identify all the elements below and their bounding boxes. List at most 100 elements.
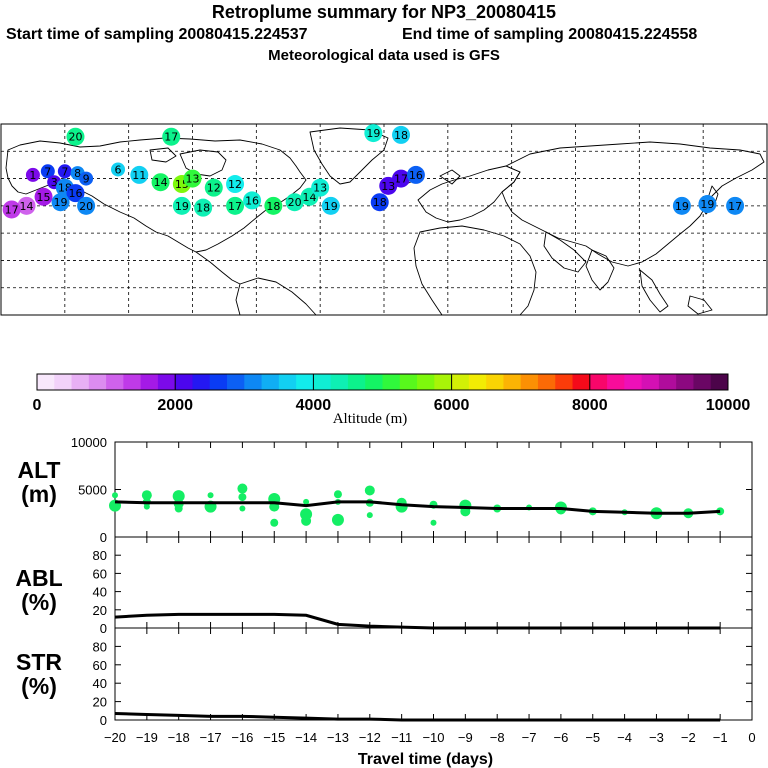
plume-marker-label: 17 [164,131,178,144]
colorbar-swatch [244,374,263,390]
x-tick-label: −14 [295,730,317,745]
plume-marker [392,125,411,144]
y-tick-label: 80 [93,639,107,654]
x-tick-label: −6 [553,730,568,745]
colorbar-swatch [261,374,280,390]
colorbar-swatch [123,374,142,390]
colorbar-swatch [693,374,712,390]
y-tick-label: 20 [93,695,107,710]
alt-mean-line [114,500,721,515]
plume-marker-label: 17 [728,200,742,213]
colorbar-swatch [365,374,383,390]
colorbar-swatch [140,374,159,390]
plume-marker-label: 20 [68,131,82,144]
panel-abl: 0 20 40 60 80 [93,536,753,636]
plume-marker-label: 18 [394,129,408,142]
colorbar-swatches [37,374,729,390]
plume-marker [243,191,262,210]
colorbar-swatch [399,374,418,390]
plume-marker [226,175,245,194]
plume-marker [79,171,94,186]
colorbar-swatch [157,374,176,390]
y-tick-label: 0 [100,713,107,728]
alt-point [143,503,150,510]
str-label-line2: (%) [21,673,57,699]
plume-marker-label: 19 [675,200,689,213]
abl-panel-label: ABL (%) [4,566,74,614]
abl-label-line2: (%) [21,589,57,615]
plume-marker [17,196,36,215]
alt-point [331,513,344,526]
x-tick-label: 0 [748,730,755,745]
plume-marker-label: 16 [245,194,259,207]
plume-marker [151,173,170,192]
alt-point [364,485,375,496]
plume-marker-label: 13 [381,180,395,193]
plume-marker [162,127,181,146]
alt-point [141,490,152,501]
y-tick-label: 5000 [78,483,107,498]
abl-label-line1: ABL [15,565,63,591]
plume-marker [226,196,245,215]
alt-point [174,504,183,513]
figure-title: Retroplume summary for NP3_20080415 [211,2,557,22]
colorbar-swatch [486,374,504,390]
y-tick-label: 60 [93,566,107,581]
plume-marker-label: 7 [44,165,51,178]
plume-marker [370,193,389,212]
plume-marker [364,124,383,143]
plume-marker-label: 13 [186,173,200,186]
alt-point [238,493,247,502]
plume-marker-label: 3 [51,176,58,189]
alt-point [237,483,248,494]
x-tick-label: −11 [391,730,412,745]
plume-marker [194,198,213,217]
altitude-colorbar: 0 2000 4000 6000 8000 10000 Altitude (m) [33,373,750,427]
plume-marker-label: 12 [228,178,242,191]
str-panel-label: STR (%) [4,650,74,698]
plume-marker [2,200,21,219]
plume-marker [672,196,691,215]
plume-marker-label: 7 [61,165,68,178]
colorbar-swatch [278,374,297,390]
alt-panel-label: ALT (m) [4,458,74,506]
plume-marker-label: 19 [324,200,338,213]
colorbar-swatch [572,374,591,390]
end-time-label: End time of sampling 20080415.224558 [402,26,698,43]
plume-marker [264,196,283,215]
alt-point [301,515,312,526]
panel-alt: 0 5000 10000 [71,435,753,545]
plume-marker [183,169,202,188]
plume-marker-label: 18 [196,202,210,215]
x-tick-label: −19 [136,730,158,745]
colorbar-tick-label: 2000 [157,397,193,414]
plume-marker-label: 8 [74,167,81,180]
plume-marker [34,187,53,206]
plume-marker [25,167,40,182]
str-line [114,712,721,722]
colorbar-swatch [192,374,211,390]
plume-marker [311,178,330,197]
y-tick-label: 60 [93,658,107,673]
plume-marker-label: 14 [154,176,168,189]
plume-marker-label: 17 [228,200,242,213]
met-data-label: Meteorological data used is GFS [268,47,500,64]
plume-marker [204,178,223,197]
alt-point [366,512,373,519]
plume-marker-label: 16 [409,169,423,182]
plume-marker-label: 9 [83,173,90,186]
x-tick-label: −3 [649,730,664,745]
alt-point [207,492,214,499]
plume-marker-label: 17 [5,203,19,216]
plume-marker-label: 11 [132,169,146,182]
plume-marker-label: 15 [37,191,51,204]
colorbar-swatch [676,374,694,390]
plume-marker-label: 16 [68,187,82,200]
x-tick-label: −15 [263,730,285,745]
plume-marker-label: 17 [394,173,408,186]
str-label-line1: STR [16,649,62,675]
colorbar-swatch [537,374,556,390]
